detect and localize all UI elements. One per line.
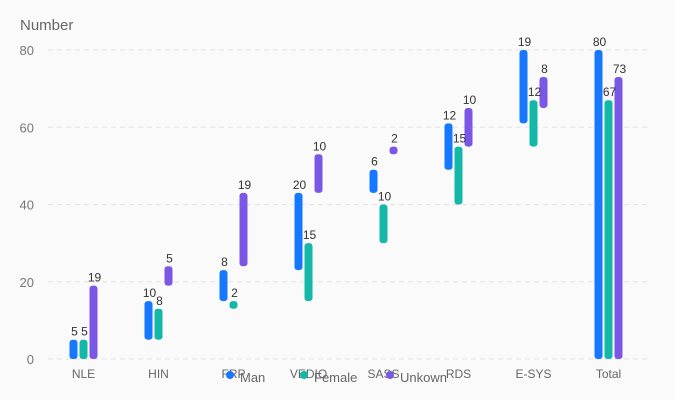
data-label: 6 <box>371 155 378 169</box>
data-label: 20 <box>293 178 307 192</box>
legend-label: Unkown <box>400 370 447 385</box>
bar-unkown-vedio[interactable] <box>314 154 323 193</box>
bar-unkown-sass[interactable] <box>389 146 398 155</box>
legend-marker <box>386 371 394 379</box>
data-label: 19 <box>238 178 252 192</box>
data-label: 10 <box>143 286 157 300</box>
x-tick-label: NLE <box>72 367 95 381</box>
data-label: 10 <box>378 190 392 204</box>
x-tick-label: E-SYS <box>515 367 551 381</box>
bar-female-nle[interactable] <box>79 339 88 359</box>
bar-man-vedio[interactable] <box>294 192 303 271</box>
y-axis-ticks: 0 20 40 60 80 <box>20 43 34 367</box>
y-tick-label: 40 <box>20 198 34 213</box>
data-label: 73 <box>613 62 627 76</box>
legend-marker <box>226 371 234 379</box>
y-tick-label: 80 <box>20 43 34 58</box>
bar-female-hin[interactable] <box>154 308 163 340</box>
x-tick-label: HIN <box>148 367 169 381</box>
bar-unkown-frp[interactable] <box>239 192 248 267</box>
data-label: 8 <box>541 62 548 76</box>
bar-man-frp[interactable] <box>219 270 228 302</box>
legend-item-unkown[interactable]: Unkown <box>386 370 447 385</box>
data-label: 19 <box>88 271 102 285</box>
bar-man-hin[interactable] <box>144 301 153 340</box>
legend[interactable]: Man Female Unkown <box>226 370 447 385</box>
bar-man-sass[interactable] <box>369 169 378 193</box>
data-label: 2 <box>231 286 238 300</box>
bar-unkown-e-sys[interactable] <box>539 77 548 108</box>
bar-unkown-nle[interactable] <box>89 285 98 359</box>
bar-female-e-sys[interactable] <box>529 100 538 147</box>
data-label: 8 <box>156 294 163 308</box>
bar-female-vedio[interactable] <box>304 243 313 302</box>
data-label: 12 <box>528 85 542 99</box>
data-label: 19 <box>518 35 532 49</box>
data-label: 67 <box>603 85 617 99</box>
y-tick-label: 20 <box>20 275 34 290</box>
data-label: 10 <box>313 139 327 153</box>
x-tick-label: VEDIO <box>290 367 327 381</box>
bar-unkown-hin[interactable] <box>164 266 173 286</box>
data-label: 15 <box>303 228 317 242</box>
legend-label: Man <box>240 370 265 385</box>
x-tick-label: SASS <box>367 367 399 381</box>
bar-female-total[interactable] <box>604 100 613 360</box>
y-tick-label: 0 <box>27 352 34 367</box>
bar-unkown-rds[interactable] <box>464 107 473 147</box>
data-label: 15 <box>453 132 467 146</box>
bar-man-e-sys[interactable] <box>519 50 528 124</box>
bar-man-nle[interactable] <box>69 339 78 359</box>
bar-man-rds[interactable] <box>444 123 453 170</box>
legend-marker <box>300 371 308 379</box>
data-label: 5 <box>71 325 78 339</box>
data-label: 80 <box>593 35 607 49</box>
bar-female-frp[interactable] <box>229 301 238 309</box>
bar-female-sass[interactable] <box>379 204 388 244</box>
legend-label: Female <box>314 370 357 385</box>
x-tick-label: RDS <box>446 367 471 381</box>
data-label: 5 <box>81 325 88 339</box>
x-tick-label: Total <box>596 367 621 381</box>
bar-man-total[interactable] <box>594 50 603 359</box>
y-tick-label: 60 <box>20 120 34 135</box>
legend-item-female[interactable]: Female <box>300 370 357 385</box>
bar-female-rds[interactable] <box>454 146 463 205</box>
data-label: 12 <box>443 108 457 122</box>
data-label: 8 <box>221 255 228 269</box>
data-label: 10 <box>463 93 477 107</box>
data-label: 5 <box>166 251 173 265</box>
y-axis-title: Number <box>20 17 73 34</box>
data-label: 2 <box>391 132 398 146</box>
bars <box>69 50 623 360</box>
grid-lines <box>48 49 648 360</box>
legend-item-man[interactable]: Man <box>226 370 265 385</box>
bar-unkown-total[interactable] <box>614 77 623 359</box>
